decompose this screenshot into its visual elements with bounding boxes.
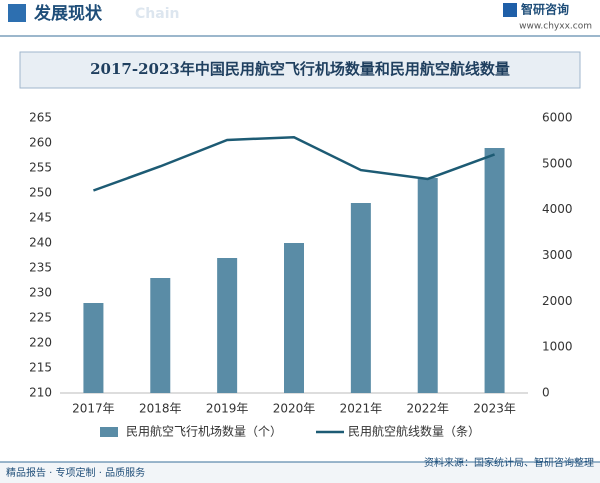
y-tick-label: 240 <box>29 236 52 250</box>
y2-tick-label: 2000 <box>542 294 573 308</box>
legend-swatch <box>100 427 118 437</box>
x-tick-label: 2020年 <box>273 402 316 416</box>
x-tick-label: 2021年 <box>340 402 383 416</box>
bar <box>417 178 438 393</box>
y-tick-label: 250 <box>29 186 52 200</box>
y2-tick-label: 1000 <box>542 340 573 354</box>
footer-source: 资料来源：国家统计局、智研咨询整理 <box>424 456 594 469</box>
y2-tick-label: 6000 <box>542 111 573 125</box>
bar <box>284 243 304 393</box>
y-tick-label: 215 <box>29 361 52 375</box>
y-tick-label: 255 <box>29 161 52 175</box>
x-tick-label: 2023年 <box>473 402 516 416</box>
bar <box>350 203 371 393</box>
y-tick-label: 225 <box>29 311 52 325</box>
legend-label: 民用航空飞行机场数量（个） <box>126 424 282 439</box>
y-tick-label: 245 <box>29 211 52 225</box>
logo-text: 智研咨询 <box>520 2 569 17</box>
y-tick-label: 260 <box>29 136 52 150</box>
header-icon <box>8 4 26 22</box>
logo-url: www.chyxx.com <box>519 22 592 32</box>
y2-tick-label: 0 <box>542 386 550 400</box>
bar <box>83 303 104 393</box>
legend-label: 民用航空航线数量（条） <box>348 424 480 439</box>
y-tick-label: 230 <box>29 286 52 300</box>
bar <box>484 148 505 393</box>
y-tick-label: 265 <box>29 111 52 125</box>
y-tick-label: 210 <box>29 386 52 400</box>
footer-band <box>0 462 600 483</box>
footer-left: 精品报告 · 专项定制 · 品质服务 <box>6 466 145 479</box>
title-box <box>19 51 581 89</box>
line <box>93 135 496 192</box>
x-tick-label: 2022年 <box>406 402 449 416</box>
y2-tick-label: 5000 <box>542 156 573 170</box>
chart-title: 2017-2023年中国民用航空飞行机场数量和民用航空航线数量 <box>90 60 510 78</box>
bar <box>217 258 238 393</box>
logo-icon <box>503 3 517 17</box>
y-tick-label: 235 <box>29 261 52 275</box>
bar <box>150 278 171 393</box>
x-tick-label: 2019年 <box>206 402 249 416</box>
y-tick-label: 220 <box>29 336 52 350</box>
header-title: 发展现状 <box>33 3 103 24</box>
header-watermark: Chain <box>135 6 179 22</box>
x-tick-label: 2017年 <box>72 402 115 416</box>
y2-tick-label: 4000 <box>542 202 573 216</box>
x-tick-label: 2018年 <box>139 402 182 416</box>
y2-tick-label: 3000 <box>542 248 573 262</box>
